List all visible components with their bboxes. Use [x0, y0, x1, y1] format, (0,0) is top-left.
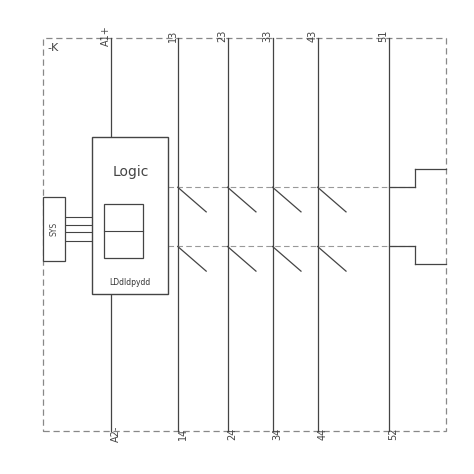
Text: A2-: A2- — [111, 426, 121, 442]
Bar — [43, 38, 446, 431]
Text: 24: 24 — [228, 428, 237, 440]
Bar — [104, 204, 143, 258]
Text: 14: 14 — [178, 428, 188, 440]
Text: 44: 44 — [318, 428, 328, 440]
Text: -K: -K — [47, 43, 59, 53]
Text: 52: 52 — [389, 428, 399, 440]
Text: SYS: SYS — [49, 222, 58, 236]
Text: LDdldpydd: LDdldpydd — [109, 278, 151, 286]
Text: 23: 23 — [218, 29, 228, 42]
Text: 34: 34 — [273, 428, 283, 440]
Text: 51: 51 — [379, 29, 389, 42]
Text: 33: 33 — [263, 29, 273, 42]
Text: 13: 13 — [168, 29, 178, 42]
Text: Logic: Logic — [112, 165, 148, 179]
Bar — [92, 137, 168, 294]
Text: A1+: A1+ — [101, 25, 111, 46]
Text: 43: 43 — [308, 29, 318, 42]
Bar — [43, 197, 65, 261]
